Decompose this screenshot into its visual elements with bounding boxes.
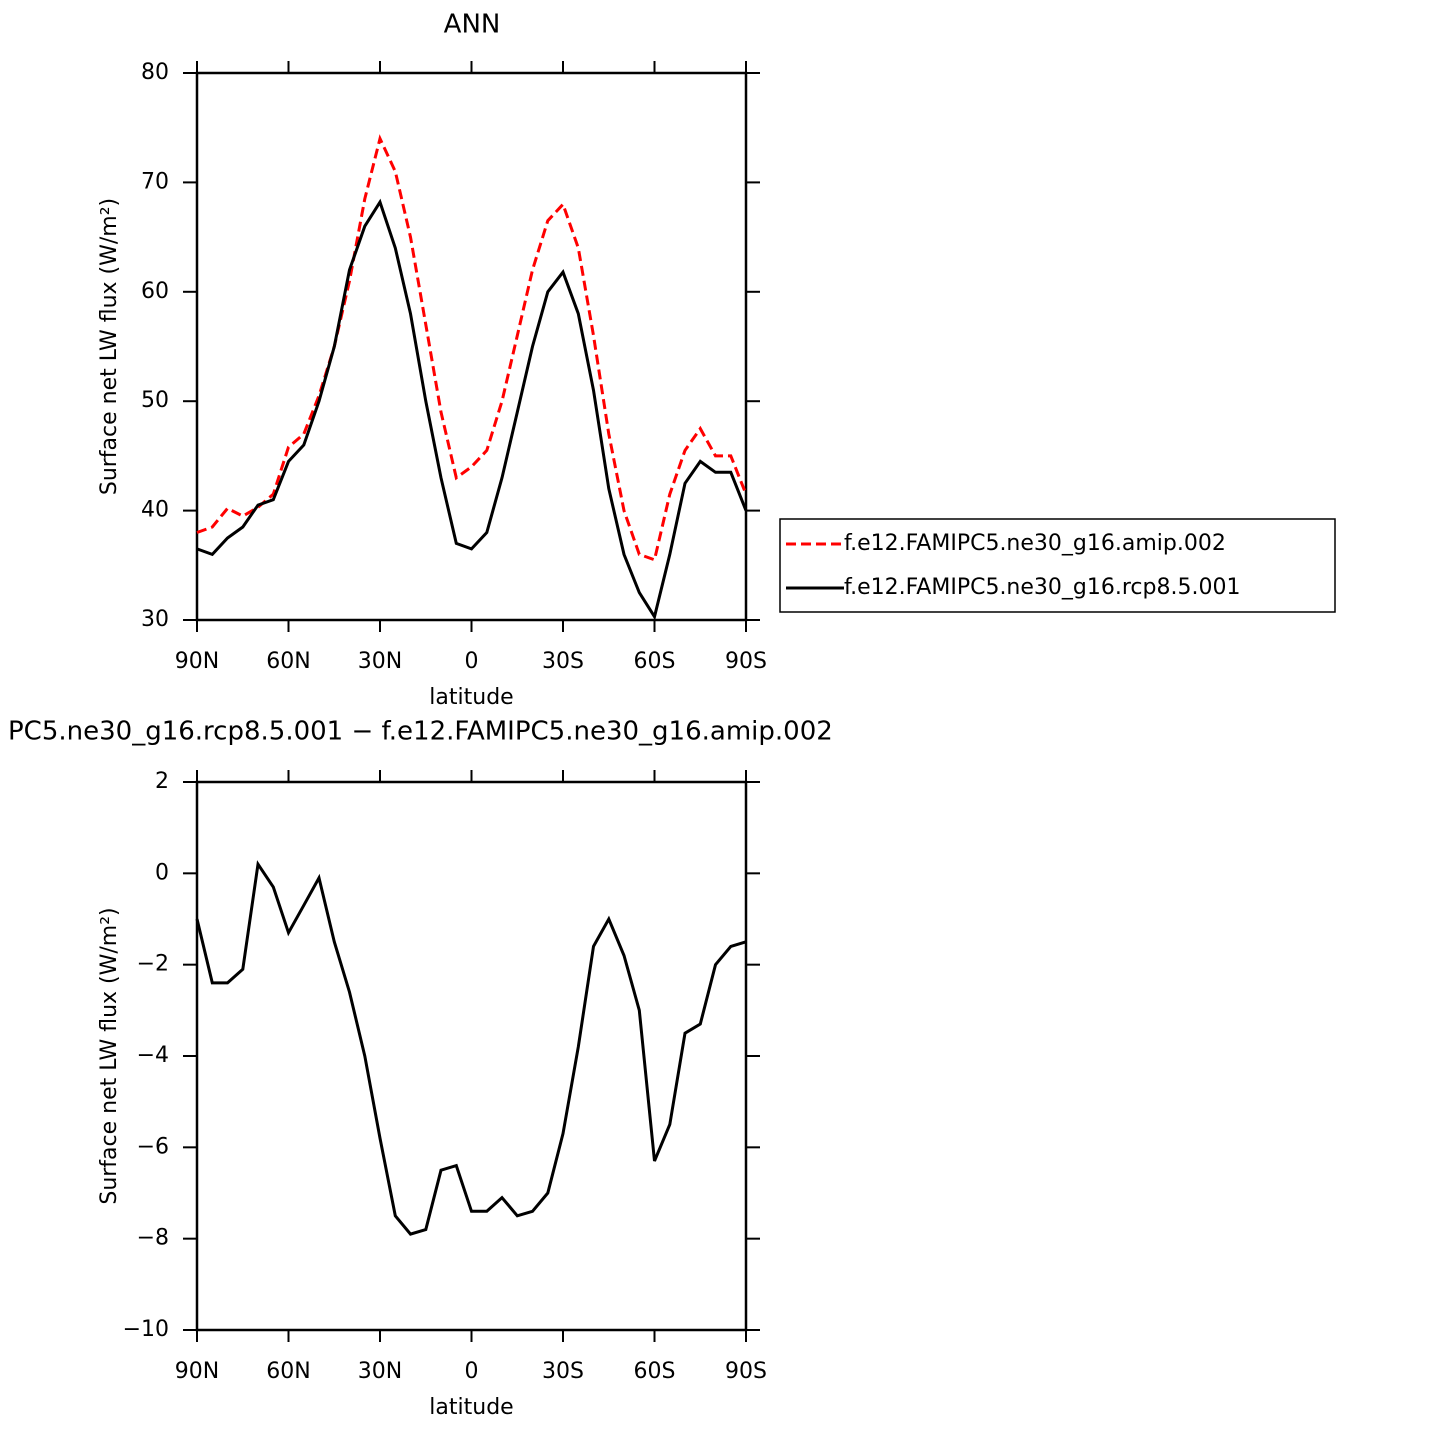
chart-title: ANN <box>444 10 501 40</box>
y-axis-label: Surface net LW flux (W/m²) <box>97 907 122 1204</box>
x-tick-label: 30S <box>542 649 584 674</box>
y-tick-label: 30 <box>141 607 169 632</box>
y-tick-label: 60 <box>141 279 169 304</box>
x-tick-label: 0 <box>465 1359 479 1384</box>
y-tick-label: 40 <box>141 498 169 523</box>
y-tick-label: 80 <box>141 60 169 85</box>
x-tick-label: 90N <box>175 649 219 674</box>
y-axis-label: Surface net LW flux (W/m²) <box>97 198 122 495</box>
plot-frame <box>195 780 748 1332</box>
plot-frame <box>195 71 748 622</box>
y-tick-label: 0 <box>155 860 169 885</box>
y-tick-label: 2 <box>155 769 169 794</box>
y-tick-label: −6 <box>137 1134 169 1159</box>
y-tick-label: −10 <box>123 1317 169 1342</box>
x-tick-label: 30N <box>358 1359 402 1384</box>
x-tick-label: 60S <box>634 1359 676 1384</box>
data-line <box>196 198 748 621</box>
chart-title: PC5.ne30_g16.rcp8.5.001 − f.e12.FAMIPC5.… <box>8 717 833 747</box>
y-tick-label: −4 <box>137 1043 169 1068</box>
y-tick-label: −8 <box>137 1226 169 1251</box>
legend-label: f.e12.FAMIPC5.ne30_g16.amip.002 <box>844 531 1226 556</box>
legend-box <box>779 518 1336 613</box>
x-tick-label: 30N <box>358 649 402 674</box>
x-tick-label: 30S <box>542 1359 584 1384</box>
data-line <box>196 134 748 562</box>
x-tick-label: 90N <box>175 1359 219 1384</box>
y-tick-label: 70 <box>141 169 169 194</box>
x-axis-label: latitude <box>429 685 513 710</box>
x-tick-label: 90S <box>725 649 767 674</box>
x-tick-label: 60S <box>634 649 676 674</box>
x-tick-label: 90S <box>725 1359 767 1384</box>
y-tick-label: 50 <box>141 388 169 413</box>
x-tick-label: 0 <box>465 649 479 674</box>
legend-label: f.e12.FAMIPC5.ne30_g16.rcp8.5.001 <box>844 575 1240 600</box>
y-tick-label: −2 <box>137 952 169 977</box>
x-axis-label: latitude <box>429 1395 513 1420</box>
x-tick-label: 60N <box>266 649 310 674</box>
x-tick-label: 60N <box>266 1359 310 1384</box>
data-line <box>195 860 747 1236</box>
